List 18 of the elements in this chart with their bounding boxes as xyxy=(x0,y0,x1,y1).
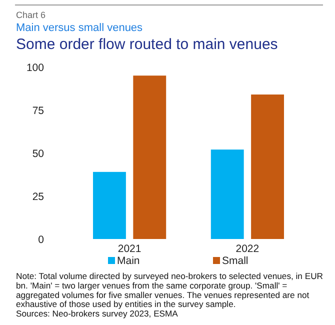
x-tick-label: 2021 xyxy=(118,243,142,255)
x-tick-label: 2022 xyxy=(236,243,260,255)
bar xyxy=(210,150,244,239)
source-note: Sources: Neo-brokers survey 2023, ESMA xyxy=(16,308,178,319)
bar xyxy=(133,76,166,239)
y-tick-label: 50 xyxy=(32,148,44,160)
y-tick-label: 25 xyxy=(32,191,44,203)
y-tick-label: 75 xyxy=(32,105,44,117)
chart-subtitle: Main versus small venues xyxy=(16,22,144,34)
bar xyxy=(93,172,126,239)
y-tick-label: 0 xyxy=(38,234,44,246)
bar xyxy=(251,94,284,239)
chart-title: Some order flow routed to main venues xyxy=(16,36,278,53)
caption: Chart 6 xyxy=(16,10,46,20)
y-tick-label: 100 xyxy=(26,62,44,74)
text: Note: Total volume directed by surveyed neo-brokers to selected venues, in EUR bn. 'Main' = two larger venues from the same corporate group. 'Small' = aggregated volumes for five smaller venues. The venues represented are not exhaustive of those used by entities in the survey sample. xyxy=(16,271,323,310)
legend-label: Small xyxy=(222,255,248,267)
legend-label: Main xyxy=(117,255,140,267)
